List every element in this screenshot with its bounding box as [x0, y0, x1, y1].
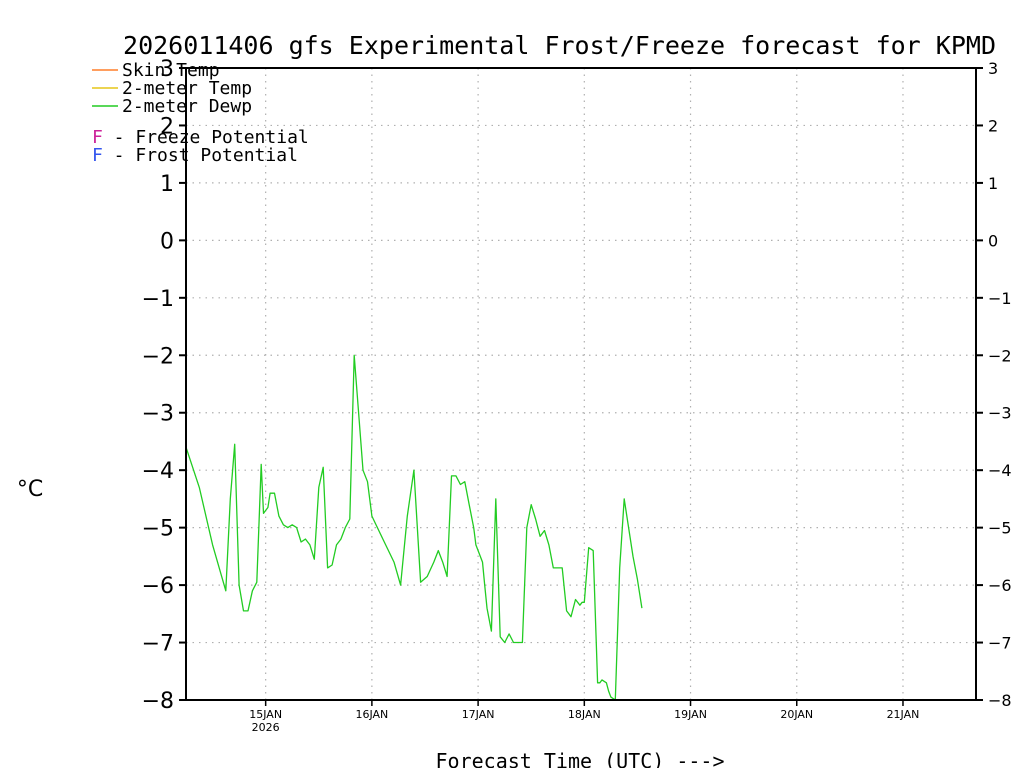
- y-tick-label-right: −4: [988, 461, 1012, 480]
- y-tick-label-left: 1: [160, 172, 174, 197]
- x-tick-label: 18JAN: [568, 708, 601, 721]
- y-tick-label-right: −5: [988, 519, 1012, 538]
- legend-label: 2-meter Temp: [122, 78, 252, 99]
- y-tick-label-right: −2: [988, 346, 1012, 365]
- y-tick-label-right: 0: [988, 231, 998, 250]
- legend-potential: F - Frost Potential: [92, 145, 298, 166]
- y-tick-label-left: −7: [142, 632, 174, 657]
- y-tick-label-left: −1: [142, 287, 174, 312]
- x-axis-label: Forecast Time (UTC) --->: [436, 749, 725, 768]
- y-tick-label-left: −3: [142, 402, 174, 427]
- y-axis-label: °C: [17, 477, 43, 502]
- x-tick-label: 20JAN: [780, 708, 813, 721]
- grid: [186, 68, 976, 700]
- y-tick-label-left: −2: [142, 344, 174, 369]
- y-tick-label-right: −8: [988, 691, 1012, 710]
- y-tick-label-left: 0: [160, 229, 174, 254]
- x-tick-label: 19JAN: [674, 708, 707, 721]
- chart-title: 2026011406 gfs Experimental Frost/Freeze…: [123, 31, 996, 60]
- legend-label: Skin Temp: [122, 60, 220, 81]
- y-tick-label-left: 3: [160, 57, 174, 82]
- y-tick-label-right: −7: [988, 634, 1012, 653]
- legend-potential: F - Freeze Potential: [92, 127, 309, 148]
- plot-frame: [185, 67, 977, 701]
- y-tick-label-left: −8: [142, 689, 174, 714]
- y-tick-label-right: 2: [988, 116, 998, 135]
- y-tick-label-right: −6: [988, 576, 1012, 595]
- series-line-dewp: [185, 354, 643, 701]
- x-tick-label: 21JAN: [887, 708, 920, 721]
- y-tick-label-right: −1: [988, 289, 1012, 308]
- x-tick-sublabel: 2026: [252, 721, 280, 734]
- y-tick-label-left: −4: [142, 459, 174, 484]
- x-tick-label: 15JAN: [249, 708, 282, 721]
- y-tick-label-right: 3: [988, 59, 998, 78]
- y-tick-label-left: −6: [142, 574, 174, 599]
- y-tick-label-left: −5: [142, 517, 174, 542]
- y-tick-label-right: −3: [988, 404, 1012, 423]
- x-tick-label: 17JAN: [462, 708, 495, 721]
- legend-label: 2-meter Dewp: [122, 96, 252, 117]
- y-axis: 3 3 2 2 1 1 0 0 −1 −1 −2 −2 −3 −3 −4 −4 −5 −5 −6 −6 −7 −7 −8 −8: [142, 57, 1012, 714]
- x-tick-label: 16JAN: [355, 708, 388, 721]
- y-tick-label-left: 2: [160, 114, 174, 139]
- y-tick-label-right: 1: [988, 174, 998, 193]
- series-layer: [185, 354, 643, 701]
